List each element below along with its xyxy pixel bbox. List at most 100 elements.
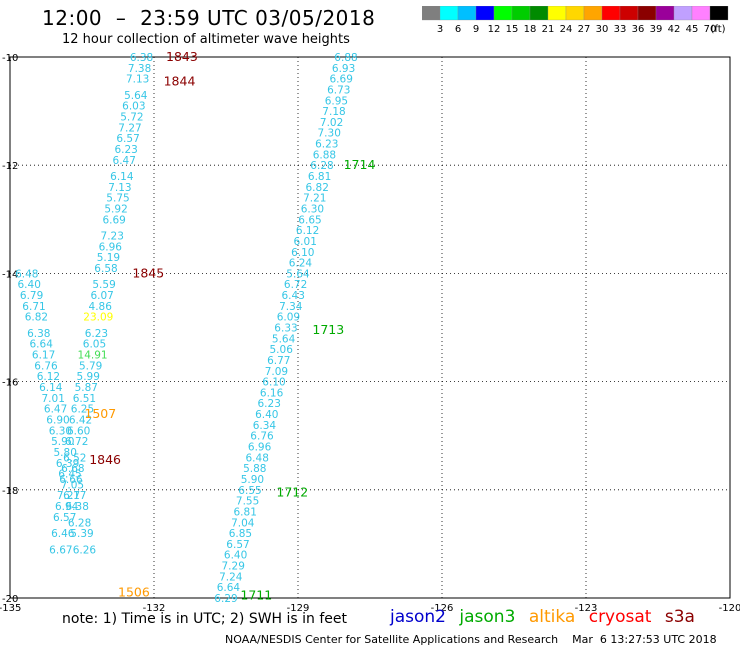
colorbar-label: 18 xyxy=(524,24,537,34)
swh-value-label: 7.29 xyxy=(222,561,245,573)
swh-value-label: 6.96 xyxy=(99,241,123,253)
colorbar-label: 36 xyxy=(632,24,645,34)
swh-value-label: 6.82 xyxy=(25,312,48,324)
swh-value-label: 6.57 xyxy=(53,512,76,524)
swh-value-label: 6.29 xyxy=(214,593,237,605)
swh-value-label: 6.14 xyxy=(110,171,134,183)
swh-value-label: 4.86 xyxy=(89,301,113,313)
swh-value-label: 6.23 xyxy=(258,398,281,410)
colorbar-label: 15 xyxy=(506,24,519,34)
x-tick-label: -123 xyxy=(575,603,598,614)
swh-value-label: 6.67 xyxy=(49,544,72,556)
swh-value-label: 6.10 xyxy=(291,247,314,259)
swh-value-label: 6.93 xyxy=(332,63,355,75)
swh-value-label: 6.95 xyxy=(325,95,348,107)
swh-value-label: 6.40 xyxy=(224,550,247,562)
colorbar-label: 42 xyxy=(668,24,681,34)
colorbar-label: 9 xyxy=(473,24,479,34)
legend-s3a: s3a xyxy=(664,607,695,627)
swh-value-label: 6.24 xyxy=(289,258,313,270)
pass-time-label: 1843 xyxy=(166,49,198,64)
swh-value-label: 5.64 xyxy=(286,268,310,280)
swh-value-label: 7.01 xyxy=(42,393,65,405)
swh-value-label: 6.52 xyxy=(63,452,86,464)
swh-value-label: 5.39 xyxy=(70,528,93,540)
swh-value-label: 7.55 xyxy=(236,496,259,508)
x-tick-label: -132 xyxy=(143,603,166,614)
swh-value-label: 6.38 xyxy=(27,328,50,340)
swh-value-label: 6.64 xyxy=(30,339,54,351)
swh-value-label: 5.64 xyxy=(124,90,148,102)
swh-value-label: 5.99 xyxy=(77,371,100,383)
swh-value-label: 5.72 xyxy=(120,112,143,124)
swh-value-label: 6.17 xyxy=(32,350,55,362)
pass-time-label: 1507 xyxy=(84,406,116,421)
footer-credit: NOAA/NESDIS Center for Satellite Applica… xyxy=(225,633,717,646)
legend-jason2: jason2 xyxy=(390,607,446,627)
swh-value-label: 7.30 xyxy=(318,128,341,140)
y-tick-label: -16 xyxy=(2,378,18,389)
footer-note: note: 1) Time is in UTC; 2) SWH is in fe… xyxy=(62,611,348,627)
swh-value-label: 6.77 xyxy=(267,355,290,367)
swh-value-label: 6.34 xyxy=(253,420,277,432)
colorbar-label: 3 xyxy=(437,24,443,34)
swh-value-label: 5.19 xyxy=(97,252,120,264)
pass-time-label: 1845 xyxy=(132,265,164,280)
colorbar-label: 6 xyxy=(455,24,461,34)
swh-value-label: 6.25 xyxy=(71,404,94,416)
swh-value-label: 6.81 xyxy=(308,171,331,183)
swh-value-label: 6.88 xyxy=(313,149,336,161)
swh-value-label: 7.38 xyxy=(128,63,151,75)
swh-value-label: 6.23 xyxy=(315,139,338,151)
swh-value-label: 6.38 xyxy=(66,501,89,513)
swh-value-label: 6.96 xyxy=(248,442,272,454)
y-tick-label: -14 xyxy=(2,269,18,280)
swh-value-label: 5.59 xyxy=(92,279,115,291)
swh-value-label: 6.16 xyxy=(260,387,284,399)
swh-value-label: 23.09 xyxy=(83,312,113,324)
swh-value-label: 7.13 xyxy=(108,182,131,194)
swh-value-label: 5.79 xyxy=(79,360,102,372)
colorbar-label: 30 xyxy=(596,24,609,34)
swh-value-label: 6.69 xyxy=(102,214,125,226)
swh-value-label: 6.72 xyxy=(65,436,88,448)
swh-value-label: 6.81 xyxy=(234,506,257,518)
colorbar-label: 45 xyxy=(686,24,699,34)
swh-value-label: 6.65 xyxy=(298,214,321,226)
swh-value-label: 5.88 xyxy=(243,463,266,475)
swh-value-label: 6.58 xyxy=(94,263,117,275)
swh-value-label: 6.51 xyxy=(73,393,96,405)
swh-value-label: 6.88 xyxy=(334,52,357,64)
colorbar-swatch xyxy=(709,6,729,21)
swh-value-label: 6.10 xyxy=(262,377,285,389)
swh-value-label: 7.21 xyxy=(303,193,326,205)
swh-value-label: 6.03 xyxy=(122,101,145,113)
swh-value-label: 6.38 xyxy=(130,52,153,64)
satellite-legend: jason2 jason3 altika cryosat s3a xyxy=(390,607,703,627)
y-tick-label: -10 xyxy=(2,53,18,64)
y-tick-label: -12 xyxy=(2,161,18,172)
swh-value-label: 5.80 xyxy=(54,447,77,459)
pass-time-label: 1711 xyxy=(240,587,272,602)
swh-value-label: 6.28 xyxy=(68,517,91,529)
swh-value-label: 6.47 xyxy=(113,155,136,167)
swh-value-label: 5.87 xyxy=(75,382,98,394)
swh-value-label: 6.23 xyxy=(85,328,108,340)
colorbar-label: 70 xyxy=(704,24,717,34)
swh-value-label: 7.04 xyxy=(231,517,255,529)
colorbar-label: 39 xyxy=(650,24,663,34)
legend-cryosat: cryosat xyxy=(588,607,652,627)
swh-value-label: 6.40 xyxy=(18,279,41,291)
swh-value-label: 6.05 xyxy=(83,339,106,351)
swh-value-label: 6.30 xyxy=(301,203,324,215)
x-tick-label: -120 xyxy=(719,603,740,614)
swh-value-label: 6.30 xyxy=(49,425,72,437)
swh-value-label: 6.28 xyxy=(310,160,333,172)
x-tick-label: -129 xyxy=(287,603,310,614)
pass-time-label: 1846 xyxy=(89,452,121,467)
y-tick-label: -20 xyxy=(2,594,18,605)
x-tick-label: -126 xyxy=(431,603,454,614)
swh-value-label: 6.43 xyxy=(282,290,305,302)
swh-value-label: 7.02 xyxy=(320,117,343,129)
swh-value-label: 5.64 xyxy=(272,333,296,345)
